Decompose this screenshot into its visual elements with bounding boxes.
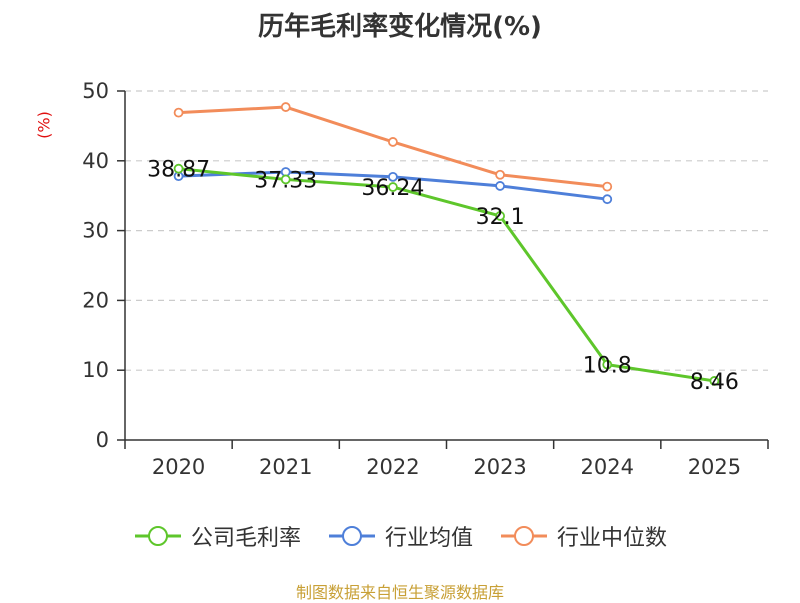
data-point — [495, 181, 505, 191]
data-label: 8.46 — [690, 370, 739, 395]
chart-title: 历年毛利率变化情况(%) — [258, 12, 542, 42]
data-point — [709, 376, 720, 386]
legend-item[interactable]: 公司毛利率 — [133, 520, 301, 552]
x-tick-label: 2024 — [581, 455, 634, 479]
data-label: 37.33 — [254, 168, 317, 193]
legend-item[interactable]: 行业中位数 — [499, 520, 667, 552]
data-point — [602, 181, 613, 192]
legend-label: 公司毛利率 — [190, 526, 301, 551]
data-point — [495, 211, 505, 221]
x-tick-label: 2023 — [473, 455, 526, 479]
data-point — [602, 194, 613, 205]
data-label: 32.1 — [476, 205, 525, 230]
series-line — [178, 167, 715, 383]
y-tick-label: 40 — [82, 149, 109, 173]
y-tick-label: 20 — [82, 288, 109, 312]
data-point — [495, 169, 505, 180]
y-tick-label: 0 — [96, 428, 109, 452]
y-tick-label: 50 — [82, 79, 109, 103]
data-point — [388, 171, 398, 182]
legend-line-marker-icon — [134, 526, 181, 546]
x-tick-label: 2022 — [366, 455, 419, 479]
data-point — [602, 359, 613, 370]
x-tick-label: 2020 — [152, 455, 205, 479]
data-label: 36.24 — [361, 176, 424, 201]
data-point — [388, 137, 398, 147]
y-tick-label: 10 — [82, 358, 109, 382]
data-point — [280, 174, 291, 185]
data-point — [173, 107, 184, 118]
legend-label: 行业中位数 — [557, 526, 668, 551]
legend-line-marker-icon — [501, 526, 547, 546]
legend-line-marker-icon — [328, 526, 375, 546]
data-label: 10.8 — [583, 354, 632, 379]
chart-legend: 公司毛利率 行业均值 行业中位数 — [0, 520, 800, 552]
legend-item[interactable]: 行业均值 — [327, 520, 473, 552]
data-point — [280, 102, 291, 112]
data-label: 38.87 — [147, 158, 210, 183]
x-tick-label: 2021 — [259, 455, 312, 479]
y-tick-label: 30 — [82, 219, 109, 243]
data-point — [388, 182, 398, 192]
legend-label: 行业均值 — [384, 526, 473, 551]
data-source-note: 制图数据来自恒生聚源数据库 — [295, 583, 504, 602]
x-tick-label: 2025 — [688, 455, 741, 479]
data-point — [173, 163, 184, 174]
